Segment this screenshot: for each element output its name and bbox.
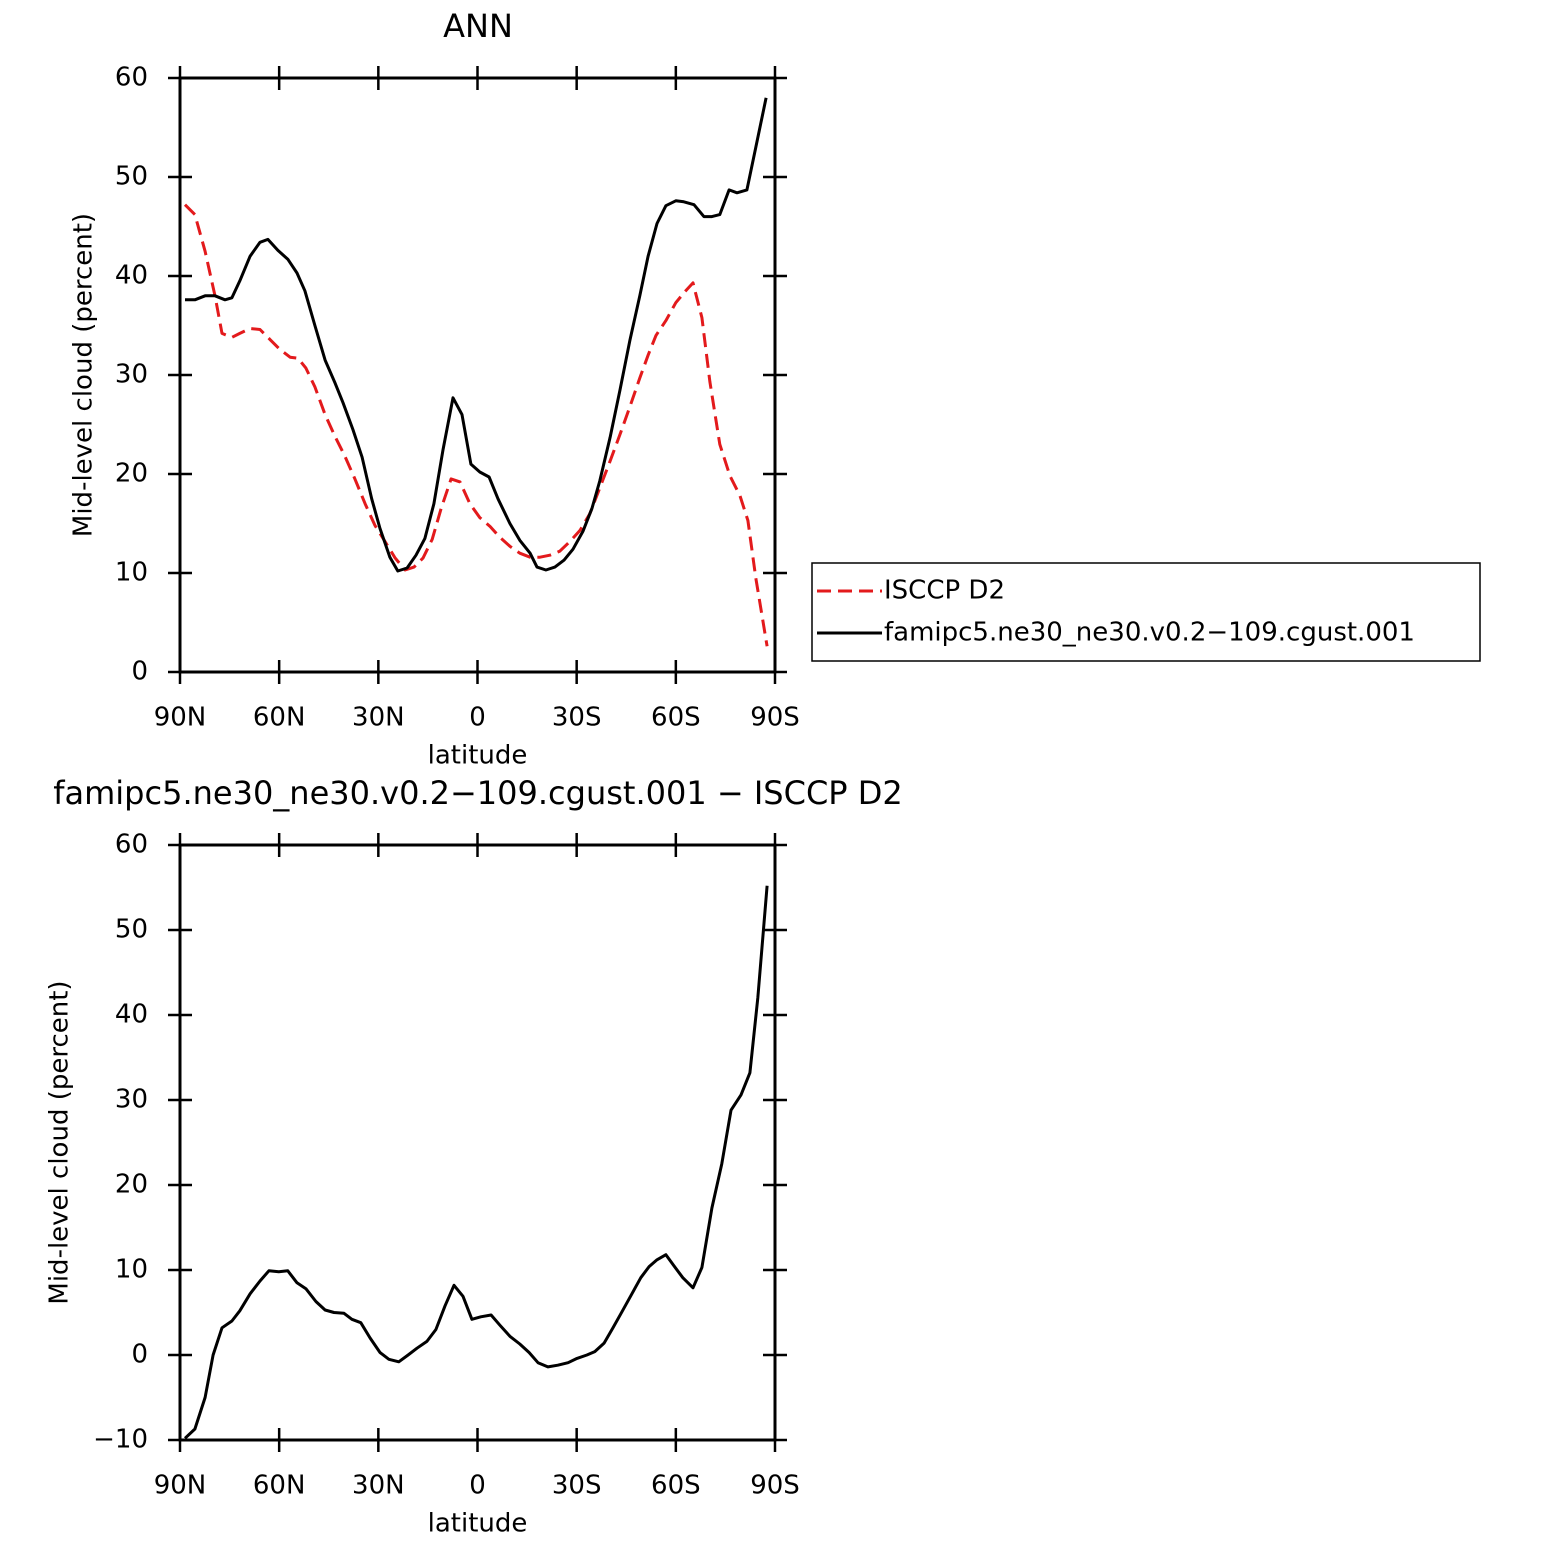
data-line [185,97,768,573]
y-tick-label: 50 [115,162,148,192]
x-tick-label: 90N [154,703,207,733]
y-tick-label: 0 [131,1340,148,1370]
y-tick-label: −10 [93,1425,148,1455]
y-tick-label: 10 [115,1255,148,1285]
x-tick-label: 30N [352,1471,405,1501]
y-tick-label: 60 [115,830,148,860]
x-tick-label: 60S [651,1471,701,1501]
y-tick-label: 30 [115,1085,148,1115]
chart-title: ANN [443,7,513,45]
x-tick-label: 0 [469,1471,486,1501]
legend-label: famipc5.ne30_ne30.v0.2−109.cgust.001 [884,618,1415,648]
y-tick-label: 10 [115,558,148,588]
y-tick-label: 50 [115,915,148,945]
data-line [183,203,769,647]
y-tick-label: 40 [115,261,148,291]
x-tick-label: 60N [253,1471,306,1501]
data-line [183,885,769,1440]
x-tick-label: 90N [154,1471,207,1501]
x-axis-label: latitude [428,1509,528,1539]
x-axis-label: latitude [428,741,528,771]
chart-title: famipc5.ne30_ne30.v0.2−109.cgust.001 − I… [53,774,903,812]
x-tick-label: 30S [552,703,602,733]
y-tick-label: 0 [131,657,148,687]
y-axis-label: Mid-level cloud (percent) [45,980,75,1304]
x-tick-label: 0 [469,703,486,733]
x-tick-label: 90S [750,1471,800,1501]
y-tick-label: 60 [115,63,148,93]
x-tick-label: 60S [651,703,701,733]
plot-frame [178,843,777,1442]
y-tick-label: 30 [115,360,148,390]
y-tick-label: 20 [115,459,148,489]
y-tick-label: 40 [115,1000,148,1030]
x-tick-label: 60N [253,703,306,733]
legend-label: ISCCP D2 [884,576,1005,606]
plot-frame [178,76,777,674]
x-tick-label: 90S [750,703,800,733]
y-axis-label: Mid-level cloud (percent) [69,213,99,537]
x-tick-label: 30N [352,703,405,733]
legend-box [811,562,1481,662]
x-tick-label: 30S [552,1471,602,1501]
y-tick-label: 20 [115,1170,148,1200]
